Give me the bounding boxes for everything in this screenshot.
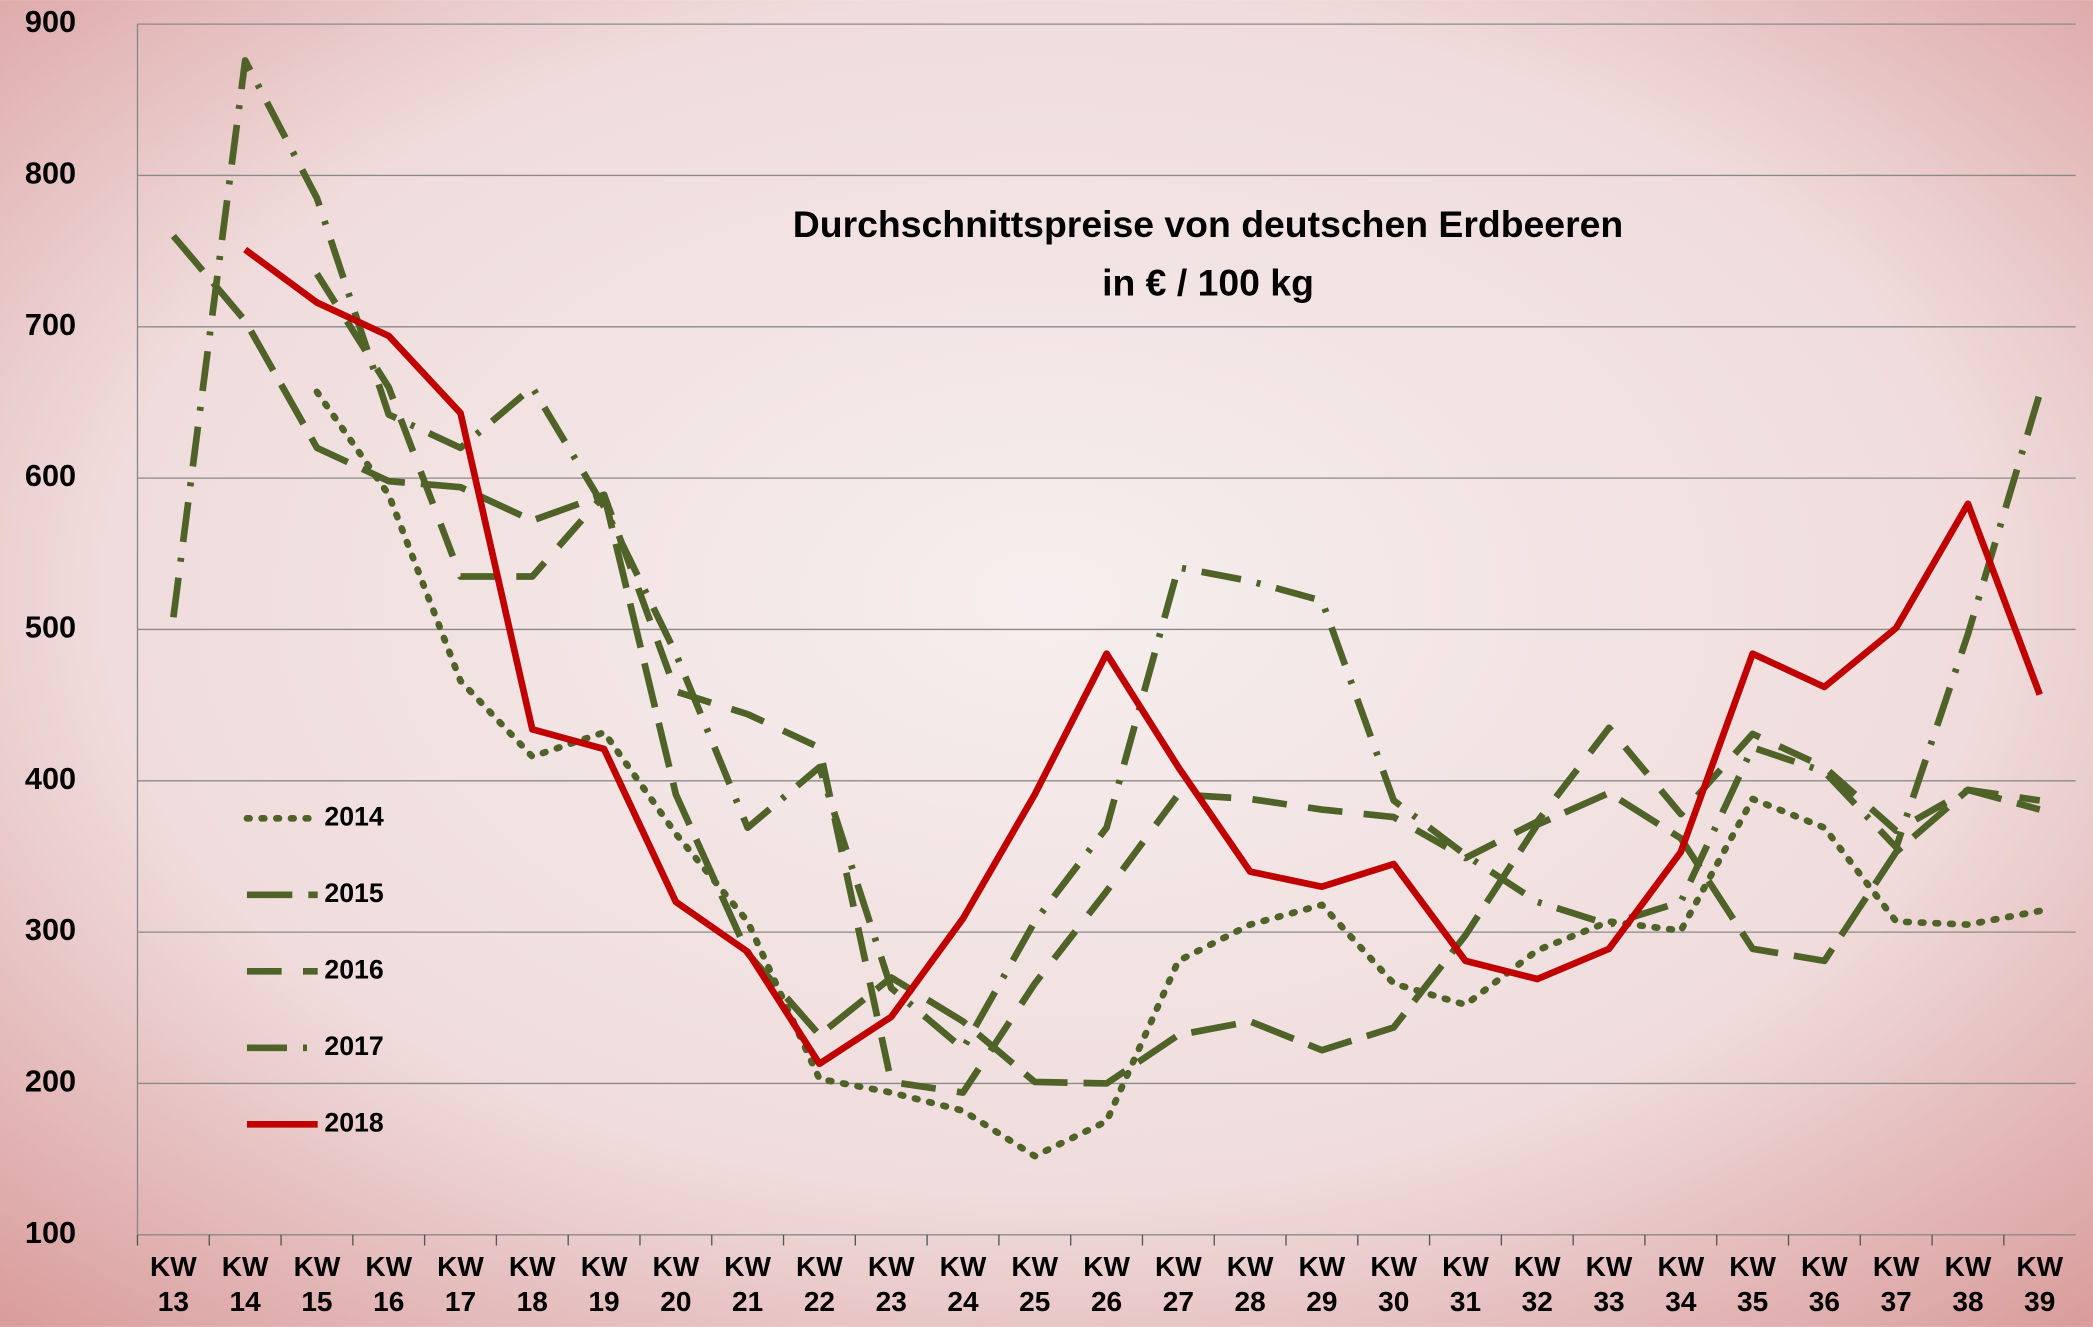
y-tick-label: 100 bbox=[25, 1215, 76, 1250]
legend-label: 2014 bbox=[324, 801, 384, 831]
x-tick-label: KW 28 bbox=[1219, 1251, 1280, 1320]
x-tick-label: KW 21 bbox=[717, 1251, 778, 1320]
x-tick-label: KW 26 bbox=[1076, 1251, 1137, 1320]
legend-label: 2015 bbox=[324, 878, 384, 908]
x-tick-label: KW 33 bbox=[1578, 1251, 1639, 1320]
x-tick-label: KW 18 bbox=[502, 1251, 563, 1320]
x-tick-label: KW 32 bbox=[1507, 1251, 1568, 1320]
x-tick-label-box: KW 27 bbox=[1148, 1251, 1209, 1327]
x-tick-label-box: KW 18 bbox=[502, 1251, 563, 1327]
x-tick-label: KW 19 bbox=[573, 1251, 634, 1320]
x-tick-label: KW 25 bbox=[1004, 1251, 1065, 1320]
x-tick-label-box: KW 19 bbox=[573, 1251, 634, 1327]
x-tick-label: KW 20 bbox=[645, 1251, 706, 1320]
x-tick-label-box: KW 38 bbox=[1937, 1251, 1998, 1327]
x-tick-label: KW 39 bbox=[2009, 1251, 2070, 1320]
x-tick-label: KW 23 bbox=[861, 1251, 922, 1320]
x-tick-label-box: KW 25 bbox=[1004, 1251, 1065, 1327]
x-tick-label: KW 31 bbox=[1435, 1251, 1496, 1320]
y-tick-label: 800 bbox=[25, 156, 76, 191]
x-tick-label: KW 30 bbox=[1363, 1251, 1424, 1320]
x-tick-label-box: KW 31 bbox=[1435, 1251, 1496, 1327]
y-tick-label: 900 bbox=[25, 4, 76, 39]
x-tick-label: KW 37 bbox=[1865, 1251, 1926, 1320]
x-tick-label-box: KW 24 bbox=[932, 1251, 993, 1327]
y-tick-label: 500 bbox=[25, 610, 76, 645]
x-tick-label: KW 36 bbox=[1794, 1251, 1855, 1320]
x-tick-label-box: KW 35 bbox=[1722, 1251, 1783, 1327]
x-tick-label-box: KW 28 bbox=[1219, 1251, 1280, 1327]
x-tick-label-box: KW 30 bbox=[1363, 1251, 1424, 1327]
x-tick-label: KW 35 bbox=[1722, 1251, 1783, 1320]
x-tick-label: KW 29 bbox=[1291, 1251, 1352, 1320]
x-tick-label-box: KW 34 bbox=[1650, 1251, 1711, 1327]
x-tick-label: KW 17 bbox=[430, 1251, 491, 1320]
legend-label: 2016 bbox=[324, 954, 383, 984]
chart-subtitle: in € / 100 kg bbox=[1102, 262, 1314, 304]
y-tick-label: 400 bbox=[25, 761, 76, 796]
x-tick-label: KW 15 bbox=[286, 1251, 347, 1320]
y-tick-label: 300 bbox=[25, 912, 76, 947]
x-tick-label-box: KW 16 bbox=[358, 1251, 419, 1327]
chart: Durchschnittspreise von deutschen Erdbee… bbox=[0, 0, 2093, 1327]
x-tick-label-box: KW 29 bbox=[1291, 1251, 1352, 1327]
chart-title: Durchschnittspreise von deutschen Erdbee… bbox=[793, 203, 1623, 245]
x-tick-label: KW 34 bbox=[1650, 1251, 1711, 1320]
legend-label: 2017 bbox=[324, 1031, 383, 1061]
x-tick-label: KW 14 bbox=[214, 1251, 275, 1320]
x-tick-label-box: KW 15 bbox=[286, 1251, 347, 1327]
x-tick-label: KW 27 bbox=[1148, 1251, 1209, 1320]
y-tick-label: 600 bbox=[25, 458, 76, 493]
x-tick-label-box: KW 14 bbox=[214, 1251, 275, 1327]
x-tick-label-box: KW 13 bbox=[143, 1251, 204, 1327]
x-tick-label-box: KW 32 bbox=[1507, 1251, 1568, 1327]
x-tick-label-box: KW 22 bbox=[789, 1251, 850, 1327]
x-tick-label: KW 22 bbox=[789, 1251, 850, 1320]
y-tick-label: 200 bbox=[25, 1064, 76, 1099]
x-tick-label: KW 13 bbox=[143, 1251, 204, 1320]
x-tick-label-box: KW 23 bbox=[861, 1251, 922, 1327]
x-tick-label-box: KW 37 bbox=[1865, 1251, 1926, 1327]
legend-label: 2018 bbox=[324, 1107, 384, 1137]
x-tick-label-box: KW 33 bbox=[1578, 1251, 1639, 1327]
x-tick-label: KW 16 bbox=[358, 1251, 419, 1320]
x-tick-label: KW 38 bbox=[1937, 1251, 1998, 1320]
x-tick-label: KW 24 bbox=[932, 1251, 993, 1320]
y-tick-label: 700 bbox=[25, 307, 76, 342]
x-tick-label-box: KW 39 bbox=[2009, 1251, 2070, 1327]
x-tick-label-box: KW 21 bbox=[717, 1251, 778, 1327]
x-tick-label-box: KW 17 bbox=[430, 1251, 491, 1327]
x-tick-label-box: KW 36 bbox=[1794, 1251, 1855, 1327]
x-tick-label-box: KW 20 bbox=[645, 1251, 706, 1327]
x-tick-label-box: KW 26 bbox=[1076, 1251, 1137, 1327]
